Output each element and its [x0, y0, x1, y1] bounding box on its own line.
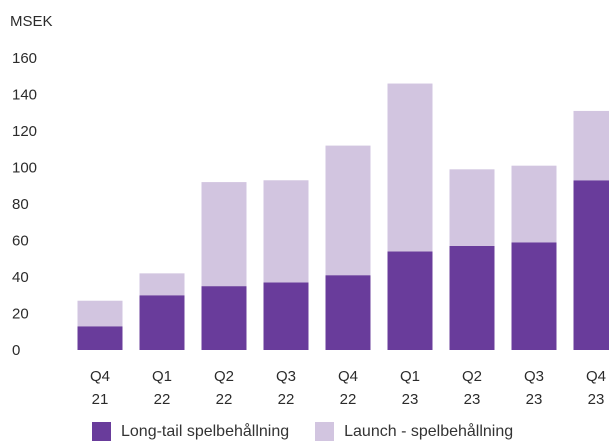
- legend-label-long-tail: Long-tail spelbehållning: [121, 422, 290, 440]
- y-tick-label: 140: [12, 87, 37, 104]
- bar-segment-long-tail: [263, 282, 309, 350]
- bar-segment-long-tail: [573, 180, 609, 350]
- y-tick-label: 160: [12, 50, 37, 67]
- bar-segment-launch: [201, 182, 247, 287]
- x-tick-quarter: Q2: [214, 368, 234, 385]
- x-tick-quarter: Q1: [152, 368, 172, 385]
- y-tick-label: 40: [12, 269, 29, 286]
- bar-segment-launch: [77, 300, 123, 327]
- y-tick-label: 60: [12, 233, 29, 250]
- bar-segment-launch: [139, 273, 185, 296]
- x-tick-year: 23: [464, 391, 481, 408]
- x-axis-ticks: Q4 21 Q1 22 Q2 22 Q3 22 Q4 22 Q1 23 Q2 23 Q3 23 Q4 23: [90, 368, 606, 408]
- x-tick-year: 22: [154, 391, 171, 408]
- bar-segment-long-tail: [325, 275, 371, 350]
- x-tick-year: 23: [526, 391, 543, 408]
- x-tick-quarter: Q4: [338, 368, 358, 385]
- bar-segment-long-tail: [77, 326, 123, 350]
- legend-item-long-tail: Long-tail spelbehållning: [92, 422, 289, 441]
- x-tick-year: 23: [588, 391, 605, 408]
- x-tick-year: 23: [402, 391, 419, 408]
- bar-segment-long-tail: [139, 295, 185, 350]
- bar-segment-long-tail: [201, 286, 247, 350]
- x-tick-year: 21: [92, 391, 109, 408]
- x-tick-year: 22: [340, 391, 357, 408]
- bar-segment-launch: [511, 165, 557, 243]
- legend-swatch-launch: [315, 422, 335, 441]
- legend: Long-tail spelbehållning Launch - spelbe…: [92, 422, 539, 441]
- legend-label-launch: Launch - spelbehållning: [344, 422, 514, 440]
- unit-label: MSEK: [10, 13, 53, 30]
- y-tick-label: 80: [12, 196, 29, 213]
- bars: [77, 83, 609, 350]
- y-axis-ticks: 0 20 40 60 80 100 120 140 160: [12, 50, 37, 359]
- y-tick-label: 100: [12, 160, 37, 177]
- bar-segment-long-tail: [511, 242, 557, 350]
- bar-segment-launch: [263, 180, 309, 283]
- x-tick-year: 22: [216, 391, 233, 408]
- bar-segment-launch: [325, 145, 371, 276]
- bar-segment-launch: [387, 83, 433, 252]
- y-tick-label: 0: [12, 342, 20, 359]
- x-tick-quarter: Q2: [462, 368, 482, 385]
- x-tick-quarter: Q3: [524, 368, 544, 385]
- bar-segment-launch: [573, 110, 609, 181]
- x-tick-quarter: Q4: [90, 368, 110, 385]
- bar-segment-long-tail: [449, 245, 495, 350]
- y-tick-label: 20: [12, 306, 29, 323]
- bar-segment-launch: [449, 169, 495, 246]
- x-tick-quarter: Q4: [586, 368, 606, 385]
- legend-swatch-long-tail: [92, 422, 111, 441]
- x-tick-quarter: Q3: [276, 368, 296, 385]
- legend-item-launch: Launch - spelbehållning: [315, 422, 513, 441]
- x-tick-year: 22: [278, 391, 295, 408]
- bar-segment-long-tail: [387, 251, 433, 350]
- y-tick-label: 120: [12, 123, 37, 140]
- x-tick-quarter: Q1: [400, 368, 420, 385]
